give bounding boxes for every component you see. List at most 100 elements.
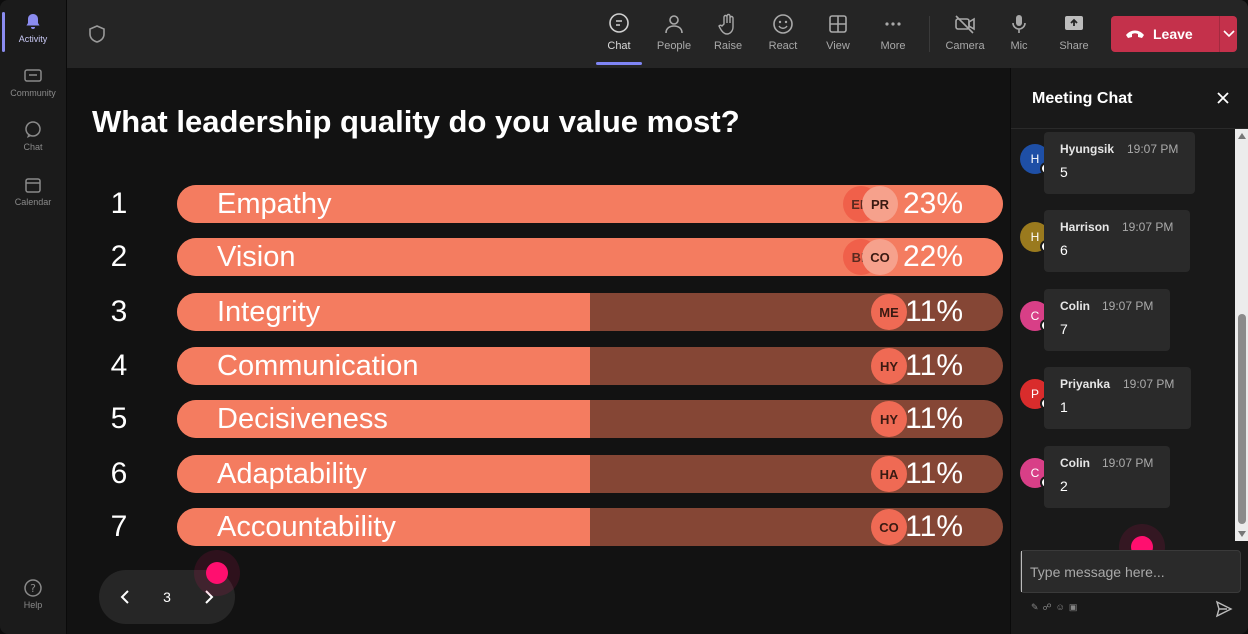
voter-avatar: HY xyxy=(871,401,907,437)
leave-main[interactable]: Leave xyxy=(1111,16,1219,52)
people-icon xyxy=(665,15,683,34)
smiley-icon xyxy=(773,14,793,34)
rail-label: Activity xyxy=(18,34,48,44)
option-number: 5 xyxy=(110,402,128,435)
rail-label: Chat xyxy=(23,142,43,152)
result-bar: Vision BR CO 22% xyxy=(177,238,1003,276)
option-number: 7 xyxy=(110,510,128,543)
app-rail: Activity Community Chat Calendar ? Help xyxy=(0,0,67,634)
chat-icon xyxy=(25,121,41,138)
meeting-toolbar: Chat People Raise React View More Camera xyxy=(67,0,1248,68)
rail-label: Help xyxy=(23,600,43,610)
rail-item-activity[interactable]: Activity xyxy=(0,12,66,52)
close-icon[interactable] xyxy=(1215,90,1231,106)
scrollbar-thumb[interactable] xyxy=(1238,314,1246,524)
avatar-initial: H xyxy=(1030,152,1040,166)
message-text: 2 xyxy=(1060,478,1068,494)
toolbar-share-button[interactable]: Share xyxy=(1048,12,1100,52)
message-time: 19:07 PM xyxy=(1123,377,1175,391)
result-bar-fill xyxy=(177,455,590,493)
message-input-box xyxy=(1020,550,1241,593)
message-time: 19:07 PM xyxy=(1102,299,1154,313)
chat-scrollbar[interactable] xyxy=(1235,129,1248,541)
message-time: 19:07 PM xyxy=(1127,142,1179,156)
result-bar: Decisiveness HY 11% xyxy=(177,400,1003,438)
option-label: Decisiveness xyxy=(217,403,388,435)
avatar-initial: C xyxy=(1030,309,1040,323)
shield-icon[interactable] xyxy=(87,24,107,44)
hang-up-icon xyxy=(1126,30,1144,38)
rail-item-chat[interactable]: Chat xyxy=(0,120,66,152)
message-sender: Colin xyxy=(1060,456,1090,470)
option-label: Vision xyxy=(217,241,296,273)
result-bar: Accountability CO 11% xyxy=(177,508,1003,546)
option-number: 4 xyxy=(110,349,128,382)
option-label: Integrity xyxy=(217,296,321,328)
toolbar-label: Raise xyxy=(713,40,743,52)
grid-icon xyxy=(829,15,847,33)
option-label: Empathy xyxy=(217,188,332,220)
poll-option-row: 4 Communication HY 11% xyxy=(107,347,1003,385)
chevron-right-icon xyxy=(205,590,214,604)
community-icon xyxy=(24,69,42,82)
result-bar-fill xyxy=(177,347,590,385)
result-bar-fill xyxy=(177,400,590,438)
rail-item-help[interactable]: ? Help xyxy=(0,578,66,610)
option-number: 3 xyxy=(110,295,128,328)
poll-question: What leadership quality do you value mos… xyxy=(92,104,740,139)
toolbar-label: Share xyxy=(1059,40,1089,52)
toolbar-people-button[interactable]: People xyxy=(648,12,700,52)
avatar-initial: C xyxy=(1030,466,1040,480)
format-icon[interactable]: ✎ xyxy=(1031,602,1043,612)
option-number: 1 xyxy=(110,187,128,220)
result-bar: Adaptability HA 11% xyxy=(177,455,1003,493)
rail-item-calendar[interactable]: Calendar xyxy=(0,175,66,207)
rail-label: Calendar xyxy=(14,197,52,207)
message-time: 19:07 PM xyxy=(1102,456,1154,470)
voter-avatar: CO xyxy=(871,509,907,545)
emoji-icon[interactable]: ☺ xyxy=(1055,602,1069,612)
format-toolbar: ✎☍☺▣ xyxy=(1031,602,1081,613)
toolbar-mic-button[interactable]: Mic xyxy=(993,12,1045,52)
toolbar-react-button[interactable]: React xyxy=(757,12,809,52)
rail-label: Community xyxy=(10,88,56,98)
result-bar: Empathy EM PR 23% xyxy=(177,185,1003,223)
option-label: Communication xyxy=(217,350,419,382)
option-percentage: 11% xyxy=(905,457,963,490)
toolbar-chat-button[interactable]: Chat xyxy=(593,12,645,65)
gif-icon[interactable]: ▣ xyxy=(1068,602,1082,612)
poll-option-row: 7 Accountability CO 11% xyxy=(107,508,1003,546)
previous-page-button[interactable] xyxy=(113,585,137,609)
voter-avatar: HA xyxy=(871,456,907,492)
leave-options-button[interactable] xyxy=(1220,30,1237,38)
toolbar-label: Chat xyxy=(607,40,631,52)
toolbar-camera-button[interactable]: Camera xyxy=(939,12,991,52)
option-percentage: 22% xyxy=(902,240,963,273)
avatar-initial: P xyxy=(1030,387,1039,401)
option-percentage: 11% xyxy=(905,510,963,543)
result-bar-fill xyxy=(177,293,590,331)
next-page-button[interactable] xyxy=(197,585,221,609)
message-text: 1 xyxy=(1060,399,1068,415)
rail-item-community[interactable]: Community xyxy=(0,66,66,98)
camera-off-icon xyxy=(955,15,975,34)
toolbar-raise-button[interactable]: Raise xyxy=(702,12,754,52)
toolbar-more-button[interactable]: More xyxy=(867,12,919,52)
message-input[interactable] xyxy=(1021,551,1241,592)
chevron-left-icon xyxy=(120,590,129,604)
toolbar-label: Camera xyxy=(945,40,985,52)
cursor-indicator xyxy=(206,562,228,584)
scroll-up-arrow[interactable] xyxy=(1238,133,1246,139)
toolbar-divider xyxy=(929,16,930,52)
poll-option-row: 2 Vision BR CO 22% xyxy=(107,238,1003,276)
option-label: Adaptability xyxy=(217,458,367,490)
scroll-down-arrow[interactable] xyxy=(1238,531,1246,537)
toolbar-label: Mic xyxy=(1010,40,1028,52)
send-icon[interactable] xyxy=(1215,600,1233,618)
toolbar-view-button[interactable]: View xyxy=(812,12,864,52)
message-bubble: Priyanka 19:07 PM 1 xyxy=(1044,367,1191,429)
attach-icon[interactable]: ☍ xyxy=(1042,602,1056,612)
voter-avatar: HY xyxy=(871,348,907,384)
leave-button[interactable]: Leave xyxy=(1111,16,1237,52)
